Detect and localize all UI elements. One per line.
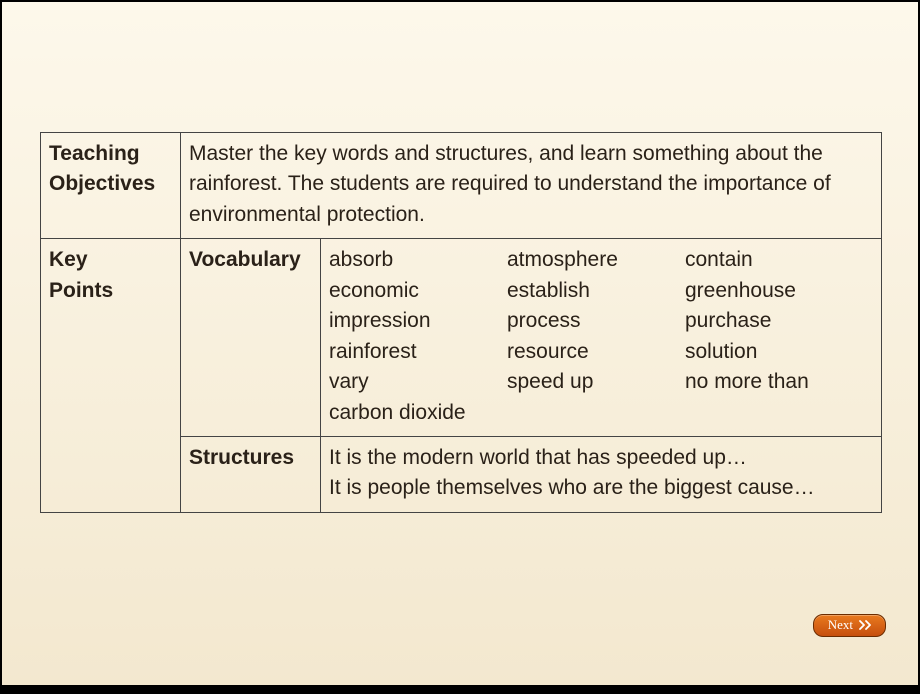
row-vocabulary: Key Points Vocabulary absorb atmosphere … (41, 239, 882, 437)
vocab-word: impression (329, 306, 499, 336)
vocab-word: no more than (685, 367, 873, 397)
vocab-label: Vocabulary (189, 248, 301, 271)
objectives-text: Master the key words and structures, and… (189, 142, 831, 226)
vocab-word: contain (685, 245, 873, 275)
lesson-table: Teaching Objectives Master the key words… (40, 132, 882, 513)
vocab-word: establish (507, 276, 677, 306)
double-chevron-right-icon (859, 620, 875, 630)
vocab-word: speed up (507, 367, 677, 397)
objectives-text-cell: Master the key words and structures, and… (181, 133, 882, 239)
vocab-word: absorb (329, 245, 499, 275)
objectives-label: Teaching Objectives (49, 142, 155, 195)
vocab-word: solution (685, 337, 873, 367)
vocab-word: greenhouse (685, 276, 873, 306)
objectives-label-cell: Teaching Objectives (41, 133, 181, 239)
keypoints-label-cell: Key Points (41, 239, 181, 513)
structures-line1: It is the modern world that has speeded … (329, 446, 747, 469)
vocab-word: vary (329, 367, 499, 397)
vocab-word: resource (507, 337, 677, 367)
structures-line2: It is people themselves who are the bigg… (329, 476, 815, 499)
vocab-word: carbon dioxide (329, 398, 873, 428)
structures-content-cell: It is the modern world that has speeded … (321, 436, 882, 512)
keypoints-label-line1: Key (49, 248, 88, 271)
row-objectives: Teaching Objectives Master the key words… (41, 133, 882, 239)
structures-label-cell: Structures (181, 436, 321, 512)
vocab-word: process (507, 306, 677, 336)
next-button-label: Next (828, 617, 853, 633)
keypoints-label-line2: Points (49, 279, 113, 302)
vocab-word: atmosphere (507, 245, 677, 275)
vocab-word: rainforest (329, 337, 499, 367)
next-button[interactable]: Next (813, 614, 886, 637)
vocab-label-cell: Vocabulary (181, 239, 321, 437)
vocab-word: economic (329, 276, 499, 306)
slide-background: Teaching Objectives Master the key words… (2, 2, 918, 685)
vocab-word: purchase (685, 306, 873, 336)
vocab-grid: absorb atmosphere contain economic estab… (329, 245, 873, 428)
vocab-content-cell: absorb atmosphere contain economic estab… (321, 239, 882, 437)
structures-label: Structures (189, 446, 294, 469)
